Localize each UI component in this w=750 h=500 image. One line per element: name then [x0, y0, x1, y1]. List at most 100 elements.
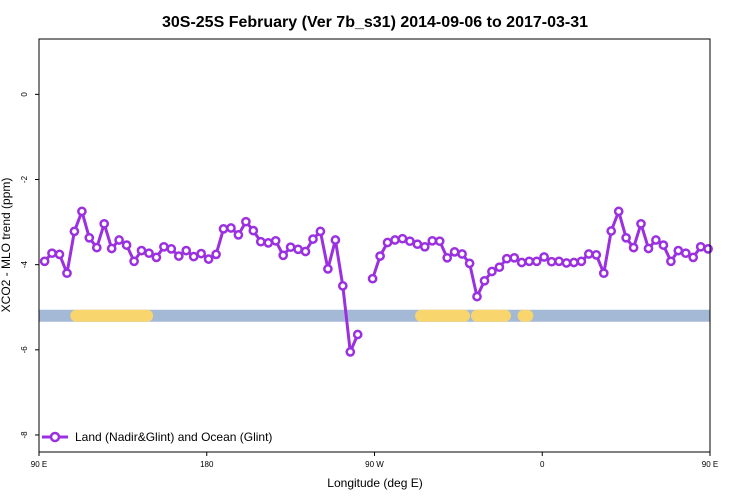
data-point — [39, 256, 50, 267]
data-point — [449, 247, 460, 257]
y-tick-label: -2 — [20, 175, 29, 183]
data-point — [673, 245, 684, 256]
data-point — [412, 239, 423, 250]
data-point — [69, 226, 80, 237]
series-line — [43, 209, 360, 354]
data-point — [151, 252, 162, 263]
data-point — [263, 238, 274, 248]
data-point — [211, 249, 221, 260]
data-point — [47, 248, 57, 259]
data-point — [434, 236, 445, 247]
data-point — [188, 251, 199, 262]
data-point — [181, 245, 192, 256]
data-point — [91, 242, 102, 253]
data-point — [539, 252, 549, 262]
x-tick-label: 90 E — [31, 460, 47, 469]
data-point — [248, 225, 259, 236]
data-point — [233, 230, 244, 240]
data-point — [323, 264, 333, 274]
chart-title: 30S-25S February (Ver 7b_s31) 2014-09-06… — [162, 14, 588, 31]
data-point — [375, 251, 385, 261]
data-point — [628, 242, 639, 253]
data-point — [695, 241, 706, 252]
data-point — [621, 232, 631, 243]
data-point — [77, 206, 87, 217]
legend-label: Land (Nadir&Glint) and Ocean (Glint) — [75, 430, 272, 444]
data-point — [442, 252, 453, 263]
x-tick-label: 90 E — [702, 460, 718, 469]
data-point — [62, 268, 72, 279]
y-axis-label: XCO2 - MLO trend (ppm) — [0, 178, 13, 313]
x-tick-label: 0 — [540, 460, 545, 469]
data-point — [196, 248, 207, 259]
data-point — [561, 258, 572, 268]
data-point — [688, 252, 699, 263]
data-point — [554, 256, 564, 267]
data-point — [576, 256, 587, 267]
data-point — [651, 235, 661, 245]
data-point — [218, 224, 229, 234]
data-point — [106, 243, 117, 254]
data-point — [457, 249, 467, 259]
data-point — [591, 250, 602, 260]
data-point — [464, 258, 475, 269]
data-point — [367, 273, 378, 284]
y-tick-label: 0 — [20, 92, 29, 97]
data-point — [516, 257, 527, 268]
data-point — [636, 218, 646, 229]
legend: Land (Nadir&Glint) and Ocean (Glint) — [42, 430, 272, 444]
data-point — [546, 256, 557, 267]
data-point — [703, 244, 713, 254]
data-point — [487, 266, 497, 277]
data-point — [666, 256, 676, 267]
data-point — [99, 218, 110, 229]
data-point — [203, 254, 214, 264]
data-point — [166, 244, 177, 254]
data-point — [405, 236, 415, 247]
data-point — [472, 291, 482, 302]
series-layer — [39, 206, 713, 357]
data-point — [293, 244, 303, 255]
data-point — [658, 240, 669, 250]
data-point — [121, 240, 132, 250]
data-point — [479, 275, 490, 286]
data-point — [241, 216, 251, 227]
data-point — [270, 235, 281, 246]
y-tick-label: -6 — [20, 346, 29, 354]
data-point — [226, 223, 236, 233]
legend-marker-swatch — [49, 431, 61, 443]
data-point — [427, 235, 438, 246]
data-point — [345, 347, 356, 357]
y-axis: 0 -2 -4 -6 -8 — [20, 92, 39, 439]
data-point — [390, 235, 400, 245]
data-point — [337, 281, 348, 291]
data-point — [308, 234, 318, 244]
data-point — [255, 236, 266, 247]
data-point — [419, 241, 430, 252]
data-point — [643, 243, 654, 254]
data-point — [569, 257, 579, 268]
y-tick-label: -8 — [20, 431, 29, 439]
data-point — [501, 253, 512, 264]
data-point — [330, 235, 341, 245]
data-point — [144, 248, 154, 259]
data-point — [300, 246, 311, 257]
data-point — [114, 235, 124, 245]
data-point — [397, 233, 408, 244]
data-point — [352, 329, 363, 340]
data-point — [285, 242, 296, 253]
data-point — [494, 262, 505, 273]
data-point — [129, 256, 139, 267]
x-axis-label: Longitude (deg E) — [327, 476, 422, 490]
data-point — [598, 268, 609, 279]
x-axis: 90 E 180 90 W 0 90 E — [31, 452, 718, 469]
data-point — [680, 248, 691, 259]
data-point — [278, 250, 289, 261]
data-point — [583, 249, 594, 259]
y-tick-label: -4 — [20, 261, 29, 269]
data-point — [315, 226, 326, 237]
data-point — [54, 249, 65, 260]
data-point — [382, 237, 393, 248]
x-tick-label: 180 — [200, 460, 214, 469]
